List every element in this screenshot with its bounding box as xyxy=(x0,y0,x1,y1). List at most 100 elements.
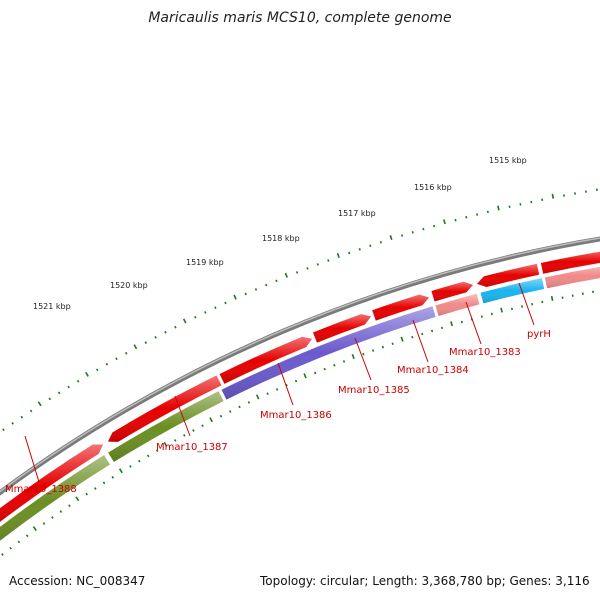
inner-scale-tick xyxy=(247,401,251,404)
backbone-ring-shine xyxy=(0,237,600,493)
outer-scale-tick xyxy=(275,279,278,283)
gene-label-mmar10-1387[interactable]: Mmar10_1387 xyxy=(156,442,228,453)
inner-scale-tick xyxy=(9,546,12,550)
inner-scale-tick xyxy=(102,481,106,485)
inner-scale-tick xyxy=(285,383,288,387)
gene-label-pyrh[interactable]: pyrH xyxy=(527,329,551,340)
inner-scale-tick xyxy=(51,516,54,519)
outer-scale-tick xyxy=(389,235,393,241)
gene-label-mmar10-1383[interactable]: Mmar10_1383 xyxy=(449,347,521,358)
gene-feature-5-highlight xyxy=(480,278,545,304)
inner-scale-tick xyxy=(138,459,141,463)
inner-scale-tick xyxy=(333,363,336,367)
inner-scale-tick xyxy=(183,434,186,437)
outer-scale-tick xyxy=(182,318,187,324)
inner-scale-tick xyxy=(294,379,298,383)
scale-label-1518: 1518 kbp xyxy=(262,234,300,243)
inner-scale-tick xyxy=(521,305,524,308)
outer-scale-tick xyxy=(400,234,404,237)
scale-label-1517: 1517 kbp xyxy=(338,209,376,218)
cds-feature-8-highlight xyxy=(540,251,600,274)
inner-scale-tick xyxy=(219,414,223,418)
inner-scale-tick xyxy=(75,496,80,502)
gene-feature-2-highlight xyxy=(108,391,224,463)
gene-leader-line xyxy=(465,301,482,345)
inner-scale-tick xyxy=(201,424,204,428)
outer-scale-tick xyxy=(336,252,340,259)
outer-scale-tick xyxy=(348,251,351,255)
inner-scale-tick xyxy=(510,307,514,311)
inner-scale-tick xyxy=(421,332,424,336)
inner-scale-tick xyxy=(111,475,115,479)
inner-scale-tick xyxy=(209,417,213,423)
inner-scale-tick xyxy=(59,510,63,513)
inner-scale-tick xyxy=(238,405,241,409)
outer-scale-tick xyxy=(95,368,99,372)
outer-scale-tick xyxy=(551,193,555,199)
gene-label-mmar10-1385[interactable]: Mmar10_1385 xyxy=(338,385,410,396)
outer-scale-tick xyxy=(254,288,258,291)
inner-scale-tick xyxy=(371,349,375,352)
inner-scale-tick xyxy=(490,312,493,316)
inner-scale-tick xyxy=(450,321,453,327)
scale-label-1515: 1515 kbp xyxy=(489,156,527,165)
outer-scale-tick xyxy=(295,271,299,274)
inner-scale-tick xyxy=(351,354,355,360)
inner-scale-tick xyxy=(68,504,71,508)
outer-scale-tick xyxy=(454,218,457,222)
inner-scale-tick xyxy=(229,410,232,413)
inner-scale-tick xyxy=(480,315,483,318)
gene-feature-1-highlight xyxy=(0,455,110,541)
outer-scale-tick xyxy=(67,385,70,389)
gene-label-mmar10-1386[interactable]: Mmar10_1386 xyxy=(260,410,332,421)
outer-scale-tick xyxy=(174,325,177,329)
outer-scale-tick xyxy=(124,351,128,355)
outer-scale-tick xyxy=(37,401,42,407)
gene-label-mmar10-1384[interactable]: Mmar10_1384 xyxy=(397,365,469,376)
cds-feature-7-highlight xyxy=(477,263,540,288)
gene-label-mmar10-1388[interactable]: Mmar10_1388 xyxy=(5,484,77,495)
outer-scale-tick xyxy=(465,216,468,219)
gene-leader-line xyxy=(354,337,372,381)
gene-leader-line xyxy=(277,362,294,406)
inner-scale-tick xyxy=(163,441,168,447)
outer-scale-tick xyxy=(284,272,288,278)
inner-scale-tick xyxy=(155,449,159,452)
gene-labels: Mmar10_1388 Mmar10_1387 Mmar10_1386 Mmar… xyxy=(5,282,551,495)
cds-feature-4-highlight xyxy=(312,314,371,343)
outer-scale-tick xyxy=(358,248,361,251)
scale-labels: 1521 kbp 1520 kbp 1519 kbp 1518 kbp 1517… xyxy=(33,156,527,311)
inner-scale-tick xyxy=(323,367,326,371)
inner-scale-tick xyxy=(430,329,434,333)
outer-scale-tick xyxy=(154,336,157,339)
inner-scale-tick xyxy=(362,352,365,356)
inner-scale-tick xyxy=(400,336,404,342)
feature-tracks xyxy=(0,236,600,541)
gene-feature-4-highlight xyxy=(435,293,480,316)
outer-scale-tick xyxy=(411,230,414,234)
inner-scale-tick xyxy=(25,534,29,538)
outer-scale-tick xyxy=(265,283,268,287)
inner-scale-tick xyxy=(440,326,444,330)
map-title: Maricaulis maris MCS10, complete genome xyxy=(148,10,452,26)
outer-scale-tick xyxy=(369,244,372,248)
outer-scale-tick xyxy=(164,330,167,334)
outer-scale-tick xyxy=(433,224,436,228)
outer-scale-tick xyxy=(486,210,489,214)
inner-scale-tick xyxy=(94,487,97,490)
scale-label-1516: 1516 kbp xyxy=(414,183,452,192)
inner-scale-tick xyxy=(500,307,503,313)
outer-scale-tick xyxy=(214,306,217,310)
outer-scale-tick xyxy=(224,301,227,305)
outer-scale-tick xyxy=(29,409,33,413)
inner-scale-tick xyxy=(275,388,279,391)
outer-scale-tick xyxy=(85,371,89,377)
cds-feature-5-highlight xyxy=(372,294,429,321)
inner-scale-tick xyxy=(85,492,88,496)
inner-scale-tick xyxy=(550,295,554,302)
inner-scale-tick xyxy=(411,335,414,339)
inner-scale-tick xyxy=(129,465,132,468)
outer-scale-tick xyxy=(48,397,52,401)
inner-scale-tick xyxy=(42,522,46,525)
